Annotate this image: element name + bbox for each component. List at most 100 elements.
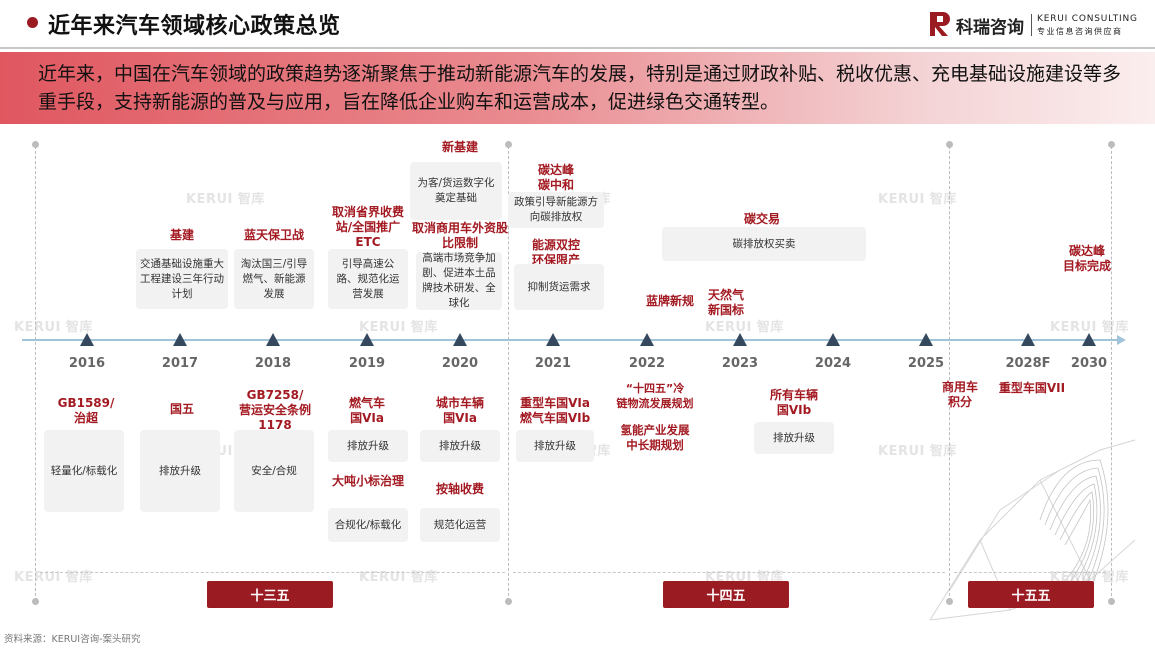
event-title: 重型车国VII [998, 381, 1066, 395]
event-title: 燃气车 国VIa [348, 396, 385, 425]
event-title: 氢能产业发展 中长期规划 [620, 423, 690, 452]
separator-dot [1108, 598, 1115, 605]
event-title: 碳达峰 目标完成 [1062, 244, 1111, 273]
event-title: 按轴收费 [435, 482, 484, 496]
event-desc-card: 轻量化/标载化 [44, 430, 124, 512]
event-title: 商用车 积分 [941, 380, 978, 409]
event-desc-card: 交通基础设施重大工程建设三年行动计划 [136, 249, 228, 309]
event-title: 所有车辆 国VIb [769, 388, 818, 417]
year-label: 2021 [534, 356, 572, 371]
watermark: KERUI 智库 [14, 320, 93, 335]
event-desc-card: 高端市场竞争加剧、促进本土品牌技术研发、全球化 [416, 252, 502, 310]
title-bullet [27, 17, 38, 28]
event-desc-card: 排放升级 [328, 430, 408, 462]
period-label-15th: 十五五 [968, 581, 1094, 608]
separator-line [508, 146, 509, 601]
year-label: 2022 [628, 356, 666, 371]
watermark: KERUI 智库 [1050, 320, 1129, 335]
year-marker-icon [546, 333, 560, 346]
kerui-logo-icon [930, 12, 950, 36]
summary-text: 近年来，中国在汽车领域的政策趋势逐渐聚焦于推动新能源汽车的发展，特别是通过财政补… [38, 63, 1122, 113]
event-desc-card: 排放升级 [516, 430, 594, 462]
event-desc-card: 合规化/标载化 [328, 508, 408, 542]
event-title: 碳交易 [743, 212, 780, 226]
event-desc-card: 抑制货运需求 [514, 264, 604, 310]
event-title: GB7258/ 营运安全条例1178 [238, 388, 311, 432]
watermark: KERUI 智库 [359, 320, 438, 335]
event-desc-card: 引导高速公路、规范化运营发展 [328, 249, 408, 309]
event-title: 城市车辆 国VIa [435, 396, 484, 425]
year-marker-icon [360, 333, 374, 346]
event-desc-card: 淘汰国三/引导燃气、新能源发展 [234, 249, 314, 309]
event-title: 基建 [169, 228, 194, 242]
period-range-line [954, 572, 1106, 573]
year-label: 2016 [68, 356, 106, 371]
source-note: 资料来源：KERUI咨询-案头研究 [4, 634, 141, 645]
period-label-14th: 十四五 [663, 581, 789, 608]
watermark: KERUI 智库 [14, 570, 93, 585]
year-label: 2017 [161, 356, 199, 371]
year-marker-icon [1082, 333, 1096, 346]
event-title: 碳达峰 碳中和 [537, 163, 574, 192]
summary-banner [0, 52, 1155, 124]
event-desc-card: 政策引导新能源方向碳排放权 [508, 192, 604, 228]
event-desc-card: 安全/合规 [234, 430, 314, 512]
event-title: 重型车国VIa 燃气车国VIb [519, 396, 591, 425]
separator-dot [32, 141, 39, 148]
event-title: 取消省界收费站/全国推广ETC [331, 205, 404, 249]
year-marker-icon [733, 333, 747, 346]
logo-divider [1031, 14, 1032, 36]
event-title: 天然气 新国标 [707, 288, 744, 317]
year-marker-icon [1021, 333, 1035, 346]
year-marker-icon [826, 333, 840, 346]
separator-dot [1108, 141, 1115, 148]
separator-dot [505, 141, 512, 148]
separator-dot [946, 598, 953, 605]
separator-line [949, 146, 950, 601]
event-title: 取消商用车外资股比限制 [412, 221, 509, 250]
year-marker-icon [266, 333, 280, 346]
watermark: KERUI 智库 [705, 320, 784, 335]
separator-dot [32, 598, 39, 605]
period-range-line [513, 572, 945, 573]
separator-line [35, 146, 36, 601]
event-desc-card: 排放升级 [420, 430, 500, 462]
year-label: 2023 [721, 356, 759, 371]
year-label: 2018 [254, 356, 292, 371]
logo-name-en: KERUI CONSULTING [1037, 14, 1138, 24]
event-desc-card: 为客/货运数字化奠定基础 [410, 162, 502, 220]
watermark: KERUI 智库 [186, 192, 265, 207]
event-title: 能源双控 环保限产 [531, 238, 580, 267]
event-title: “十四五”冷 链物流发展规划 [616, 382, 694, 410]
year-marker-icon [453, 333, 467, 346]
event-desc-card: 排放升级 [140, 430, 220, 512]
year-label: 2025 [907, 356, 945, 371]
year-label: 2020 [441, 356, 479, 371]
separator-dot [505, 598, 512, 605]
event-title: GB1589/ 治超 [57, 396, 115, 425]
year-marker-icon [80, 333, 94, 346]
page-title: 近年来汽车领域核心政策总览 [48, 14, 341, 39]
year-label: 2028F [1005, 356, 1051, 371]
logo-name-cn: 科瑞咨询 [956, 18, 1024, 38]
event-desc-card: 规范化运营 [420, 508, 500, 542]
watermark: KERUI 智库 [359, 570, 438, 585]
timeline-axis [22, 339, 1120, 341]
separator-line [1111, 146, 1112, 601]
separator-dot [946, 141, 953, 148]
event-title: 蓝牌新规 [645, 294, 694, 308]
period-label-13th: 十三五 [207, 581, 333, 608]
period-range-line [40, 572, 505, 573]
header-divider [0, 47, 1155, 49]
year-marker-icon [173, 333, 187, 346]
logo-tagline: 专业信息咨询供应商 [1037, 27, 1123, 36]
event-title: 国五 [169, 402, 194, 416]
event-title: 蓝天保卫战 [243, 228, 304, 242]
watermark: KERUI 智库 [878, 444, 957, 459]
timeline-arrow-icon [1117, 335, 1126, 345]
event-desc-card: 碳排放权买卖 [662, 227, 866, 261]
event-title: 大吨小标治理 [332, 474, 405, 488]
year-marker-icon [640, 333, 654, 346]
event-title: 新基建 [441, 140, 478, 154]
year-label: 2030 [1070, 356, 1108, 371]
